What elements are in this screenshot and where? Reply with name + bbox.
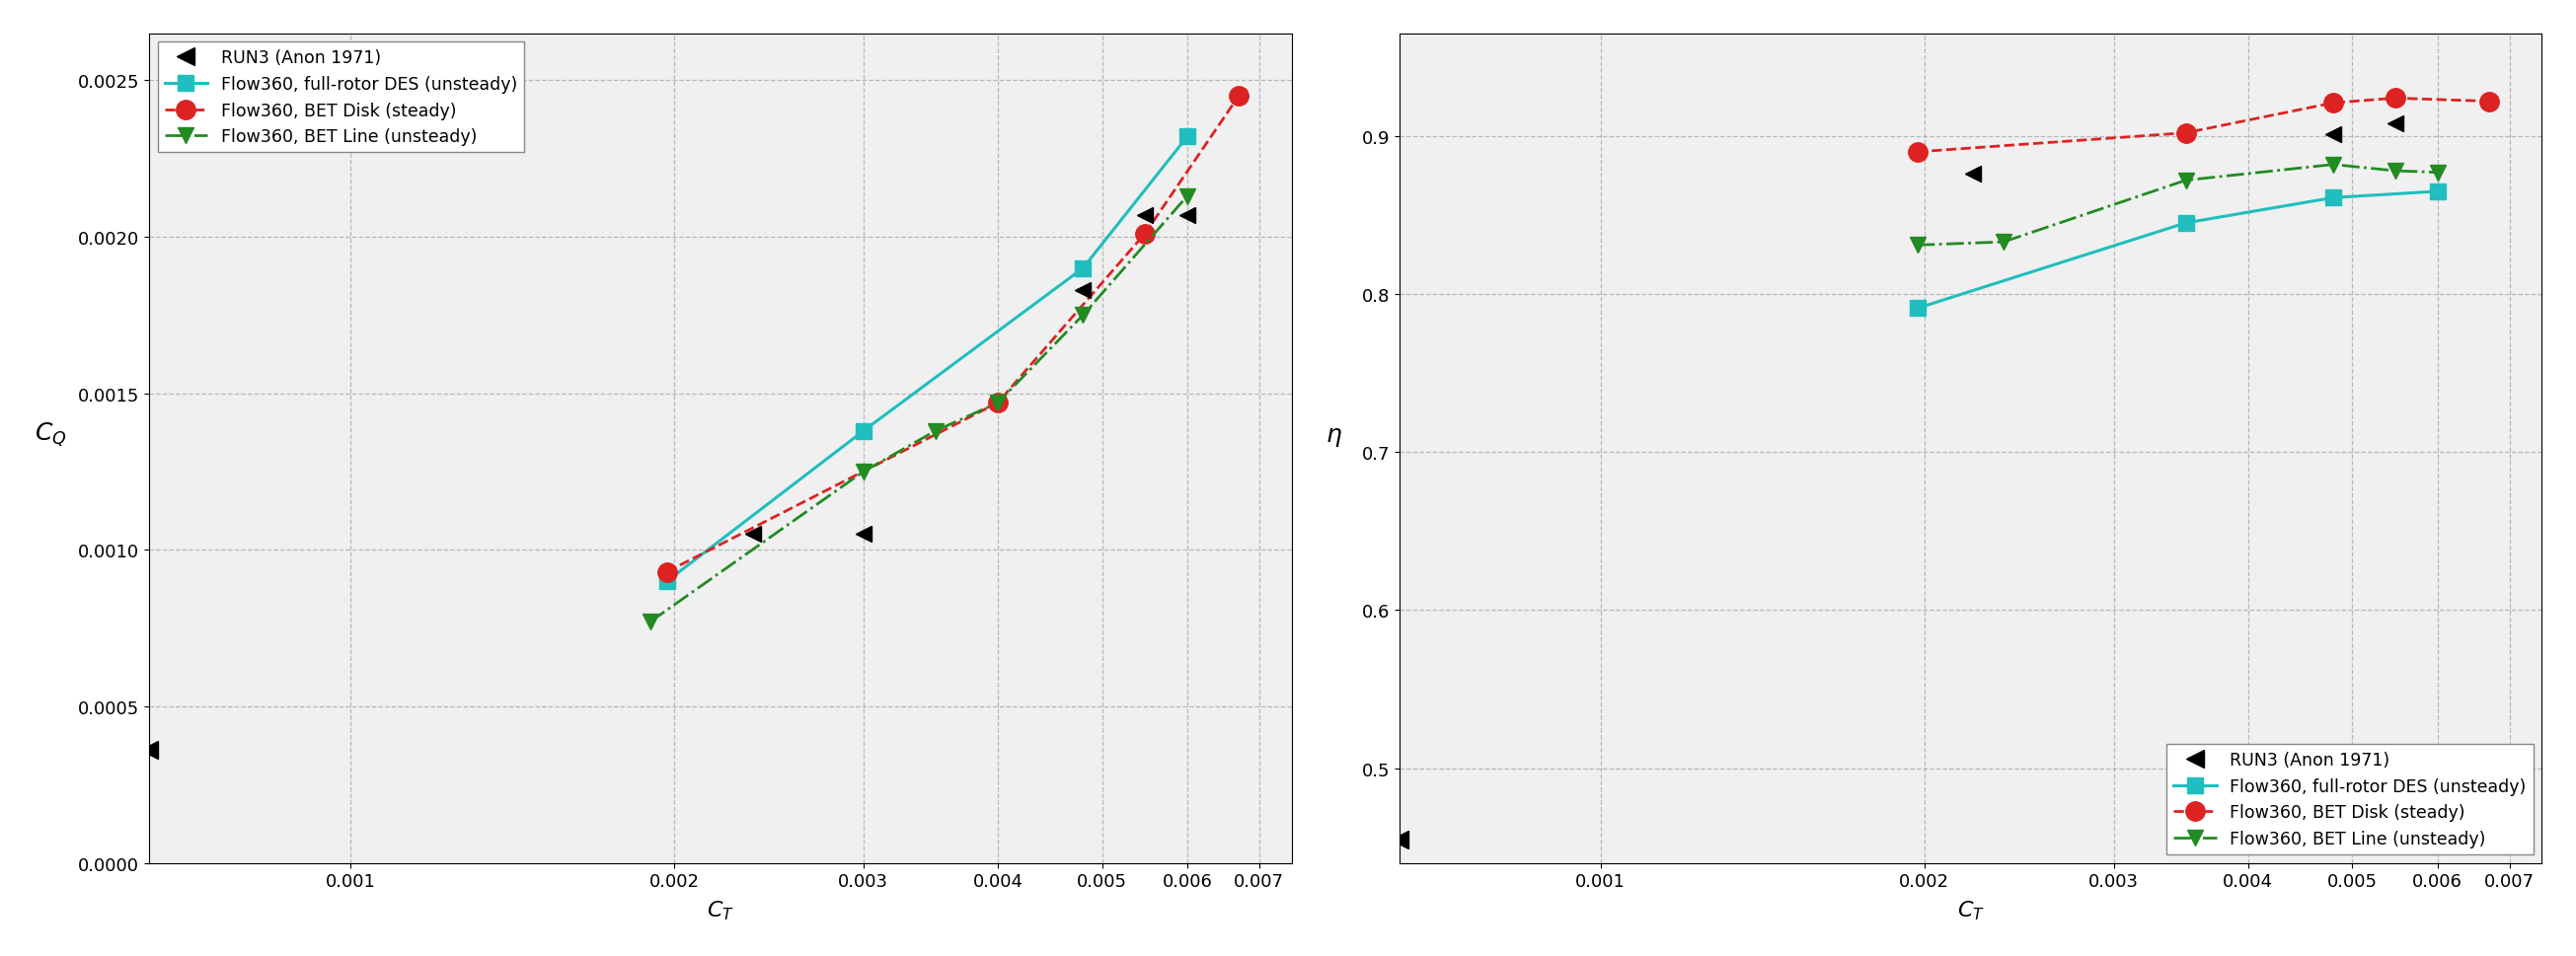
X-axis label: $C_T$: $C_T$ xyxy=(1958,899,1984,922)
Flow360, BET Line (unsteady) xyxy=(848,467,878,478)
Flow360, BET Line (unsteady) xyxy=(1901,240,1932,251)
Flow360, full-rotor DES (unsteady) xyxy=(1066,263,1097,274)
Legend: RUN3 (Anon 1971), Flow360, full-rotor DES (unsteady), Flow360, BET Disk (steady): RUN3 (Anon 1971), Flow360, full-rotor DE… xyxy=(2166,744,2532,855)
Flow360, BET Disk (steady) xyxy=(1901,147,1932,159)
Flow360, BET Line (unsteady) xyxy=(920,425,951,437)
Line: Flow360, full-rotor DES (unsteady): Flow360, full-rotor DES (unsteady) xyxy=(659,130,1195,589)
Flow360, BET Disk (steady) xyxy=(1224,91,1255,102)
Y-axis label: $C_Q$: $C_Q$ xyxy=(33,421,67,448)
Flow360, BET Line (unsteady) xyxy=(2169,175,2200,186)
Y-axis label: $\eta$: $\eta$ xyxy=(1327,425,1342,448)
Flow360, full-rotor DES (unsteady) xyxy=(652,576,683,587)
Flow360, BET Disk (steady) xyxy=(1128,228,1159,240)
Line: Flow360, BET Disk (steady): Flow360, BET Disk (steady) xyxy=(657,87,1249,581)
Line: Flow360, full-rotor DES (unsteady): Flow360, full-rotor DES (unsteady) xyxy=(1909,185,2445,316)
Flow360, full-rotor DES (unsteady) xyxy=(2421,186,2452,198)
Flow360, BET Disk (steady) xyxy=(2473,97,2504,108)
Flow360, BET Line (unsteady) xyxy=(1172,191,1203,203)
Flow360, full-rotor DES (unsteady) xyxy=(1172,132,1203,143)
Flow360, BET Disk (steady) xyxy=(2318,98,2349,109)
Flow360, full-rotor DES (unsteady) xyxy=(2318,193,2349,205)
Flow360, BET Line (unsteady) xyxy=(1066,310,1097,321)
Line: Flow360, BET Line (unsteady): Flow360, BET Line (unsteady) xyxy=(1909,157,2445,254)
Flow360, BET Line (unsteady) xyxy=(981,398,1012,409)
Flow360, BET Line (unsteady) xyxy=(2318,160,2349,171)
Flow360, BET Disk (steady) xyxy=(981,398,1012,409)
Flow360, full-rotor DES (unsteady) xyxy=(2169,218,2200,229)
Flow360, BET Line (unsteady) xyxy=(2380,165,2411,177)
Flow360, BET Line (unsteady) xyxy=(2421,167,2452,179)
Line: Flow360, BET Disk (steady): Flow360, BET Disk (steady) xyxy=(1909,89,2499,163)
X-axis label: $C_T$: $C_T$ xyxy=(706,899,734,922)
Flow360, BET Line (unsteady) xyxy=(634,617,665,628)
Flow360, full-rotor DES (unsteady) xyxy=(1901,303,1932,315)
Legend: RUN3 (Anon 1971), Flow360, full-rotor DES (unsteady), Flow360, BET Disk (steady): RUN3 (Anon 1971), Flow360, full-rotor DE… xyxy=(157,43,523,153)
Flow360, BET Disk (steady) xyxy=(2380,93,2411,104)
Flow360, BET Line (unsteady) xyxy=(1989,237,2020,249)
Line: Flow360, BET Line (unsteady): Flow360, BET Line (unsteady) xyxy=(641,188,1195,630)
Flow360, full-rotor DES (unsteady) xyxy=(848,425,878,437)
Flow360, BET Disk (steady) xyxy=(652,566,683,577)
Flow360, BET Disk (steady) xyxy=(2169,128,2200,140)
